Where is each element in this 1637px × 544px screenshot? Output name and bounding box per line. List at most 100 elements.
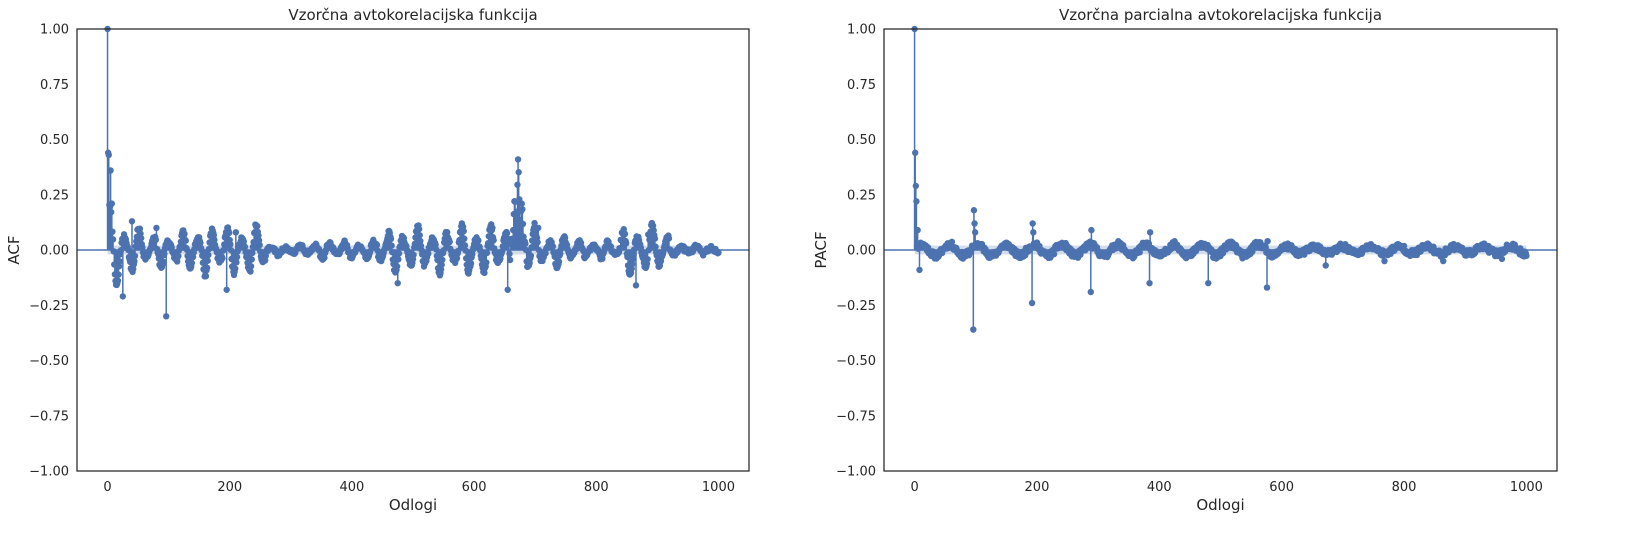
acf-point (249, 249, 256, 257)
pacf-ytick-label: −0.25 (836, 299, 876, 314)
acf-point (415, 225, 423, 233)
acf-point (162, 313, 170, 320)
pacf-point (1087, 288, 1094, 296)
pacf-plot-frame (883, 28, 1558, 472)
acf-point (255, 232, 262, 239)
acf-point (416, 231, 423, 239)
acf-point (221, 241, 228, 248)
pacf-xlabel: Odlogi (1196, 496, 1244, 514)
acf-point (651, 235, 659, 242)
acf-point (489, 224, 496, 232)
pacf-ytick-label: 0.25 (847, 188, 876, 203)
acf-point (153, 224, 160, 232)
pacf-xtick-label: 1000 (1510, 480, 1543, 495)
acf-point (632, 282, 640, 289)
acf-point (228, 255, 235, 263)
pacf-ytick-label: 0.50 (847, 133, 876, 148)
pacf-point (971, 220, 978, 227)
acf-point (132, 243, 139, 250)
acf-point (527, 252, 535, 260)
acf-point (629, 260, 636, 268)
acf-point (388, 242, 395, 249)
acf-point (395, 250, 403, 257)
acf-point (432, 241, 439, 248)
acf-point (644, 255, 651, 263)
acf-point (394, 279, 401, 287)
acf-point (446, 238, 453, 246)
acf-point (255, 237, 263, 244)
acf-point (515, 169, 522, 176)
acf-point (203, 264, 211, 272)
pacf-ytick-label: −0.75 (836, 409, 876, 424)
acf-point (624, 253, 631, 261)
acf-xtick-label: 1000 (702, 480, 735, 495)
acf-point (417, 237, 424, 245)
acf-point (199, 252, 206, 259)
acf-point (241, 243, 249, 251)
acf-point (393, 263, 401, 270)
acf-point (159, 258, 167, 266)
acf-point (233, 259, 240, 266)
acf-point (210, 231, 218, 239)
acf-point (247, 268, 254, 275)
acf-xtick-label: 0 (103, 480, 111, 495)
acf-point (425, 250, 432, 257)
pacf-ytick-label: 1.00 (847, 23, 876, 38)
acf-point (131, 252, 139, 260)
pacf-point (1030, 229, 1037, 236)
pacf-point (1301, 251, 1308, 258)
acf-point (199, 259, 207, 266)
acf-point (110, 248, 117, 255)
acf-point (202, 272, 210, 280)
acf-point (213, 249, 221, 256)
acf-point (484, 239, 492, 247)
pacf-point (912, 182, 920, 190)
acf-point (652, 243, 659, 250)
acf-xtick-label: 200 (217, 480, 242, 495)
pacf-point (1146, 229, 1154, 236)
acf-point (175, 252, 182, 260)
acf-point (205, 245, 213, 253)
acf-point (506, 256, 514, 264)
acf-point (509, 235, 516, 242)
acf-point (137, 234, 145, 242)
acf-point (182, 237, 189, 244)
acf-point (108, 200, 116, 207)
pacf-point (916, 266, 923, 274)
acf-point (455, 247, 462, 255)
pacf-xtick-label: 800 (1392, 480, 1417, 495)
acf-point (462, 255, 470, 262)
acf-point (418, 251, 426, 258)
pacf-point (1028, 299, 1036, 307)
acf-point (621, 230, 629, 238)
acf-point (184, 252, 191, 260)
pacf-point (912, 149, 919, 156)
acf-point (128, 218, 136, 225)
acf-ytick-label: 0.50 (40, 133, 69, 148)
acf-point (240, 238, 247, 245)
acf-point (643, 260, 651, 268)
acf-point (475, 237, 482, 244)
acf-point (223, 286, 230, 293)
acf-ytick-label: −0.75 (29, 409, 69, 424)
acf-point (555, 258, 563, 265)
acf-point (715, 249, 722, 256)
acf-point (519, 206, 526, 213)
acf-plot-frame (76, 28, 750, 472)
acf-ytick-label: 0.75 (40, 78, 69, 93)
acf-chart: −1.00 −0.75 −0.50 −0.25 0.00 0.25 0.50 0.75 1.00… (5, 6, 750, 514)
pacf-point (1029, 220, 1036, 227)
acf-point (233, 253, 241, 261)
acf-point (665, 235, 673, 242)
acf-point (481, 269, 488, 277)
pacf-xtick-label: 0 (910, 480, 918, 495)
acf-ytick-label: −0.25 (29, 299, 69, 314)
acf-point (483, 249, 491, 257)
acf-point (188, 259, 196, 267)
acf-point (111, 261, 118, 268)
acf-point (161, 250, 168, 258)
pacf-point (913, 198, 920, 205)
pacf-xtick-label: 200 (1025, 480, 1050, 495)
acf-point (396, 242, 404, 250)
